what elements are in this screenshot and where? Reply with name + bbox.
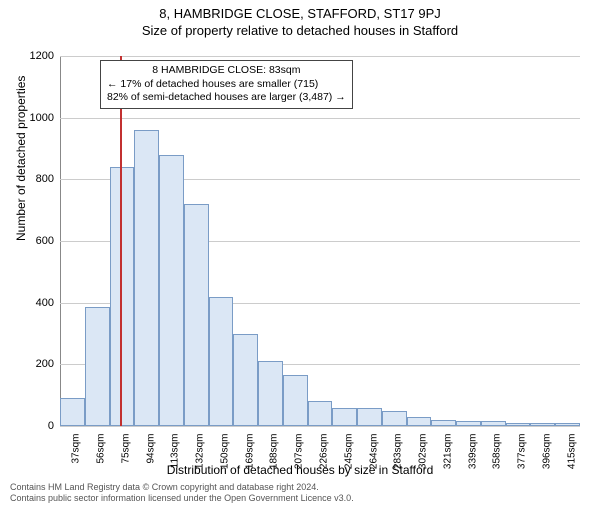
y-tick-label: 800 <box>36 173 54 185</box>
histogram-bar <box>283 375 308 426</box>
x-tick-label: 56sqm <box>96 434 107 464</box>
y-tick-label: 1200 <box>30 50 54 62</box>
y-tick-label: 400 <box>36 297 54 309</box>
info-box-line2: ← 17% of detached houses are smaller (71… <box>107 78 346 92</box>
histogram-bar <box>357 408 382 427</box>
y-tick-label: 1000 <box>30 112 54 124</box>
histogram-bar <box>530 423 555 426</box>
histogram-bar <box>110 167 135 426</box>
histogram-bar <box>407 417 432 426</box>
y-tick-label: 200 <box>36 358 54 370</box>
histogram-bar <box>431 420 456 426</box>
histogram-bar <box>308 401 333 426</box>
page-title-line1: 8, HAMBRIDGE CLOSE, STAFFORD, ST17 9PJ <box>0 6 600 21</box>
footer-line2: Contains public sector information licen… <box>10 493 354 504</box>
histogram-bar <box>85 307 110 426</box>
x-tick-label: 75sqm <box>120 434 131 464</box>
info-box-line3: 82% of semi-detached houses are larger (… <box>107 91 346 105</box>
info-box: 8 HAMBRIDGE CLOSE: 83sqm← 17% of detache… <box>100 60 353 109</box>
histogram-bar <box>506 423 531 426</box>
histogram-plot: 02004006008001000120037sqm56sqm75sqm94sq… <box>60 56 580 426</box>
info-box-line1: 8 HAMBRIDGE CLOSE: 83sqm <box>107 64 346 78</box>
histogram-bar <box>258 361 283 426</box>
x-tick-label: 94sqm <box>145 434 156 464</box>
gridline <box>60 56 580 57</box>
histogram-bar <box>382 411 407 426</box>
footer-line1: Contains HM Land Registry data © Crown c… <box>10 482 354 493</box>
x-axis-title: Distribution of detached houses by size … <box>0 463 600 477</box>
histogram-bar <box>134 130 159 426</box>
histogram-bar <box>209 297 234 427</box>
histogram-bar <box>456 421 481 426</box>
property-marker-line <box>120 56 122 426</box>
y-tick-label: 600 <box>36 235 54 247</box>
histogram-bar <box>555 423 580 426</box>
histogram-bar <box>332 408 357 427</box>
y-tick-label: 0 <box>48 420 54 432</box>
histogram-bar <box>60 398 85 426</box>
page-title-line2: Size of property relative to detached ho… <box>0 23 600 38</box>
y-axis-title: Number of detached properties <box>14 76 28 241</box>
gridline <box>60 118 580 119</box>
histogram-bar <box>184 204 209 426</box>
histogram-bar <box>233 334 258 427</box>
gridline <box>60 426 580 427</box>
x-tick-label: 37sqm <box>71 434 82 464</box>
footer-attribution: Contains HM Land Registry data © Crown c… <box>10 482 354 504</box>
histogram-bar <box>481 421 506 426</box>
histogram-bar <box>159 155 184 426</box>
